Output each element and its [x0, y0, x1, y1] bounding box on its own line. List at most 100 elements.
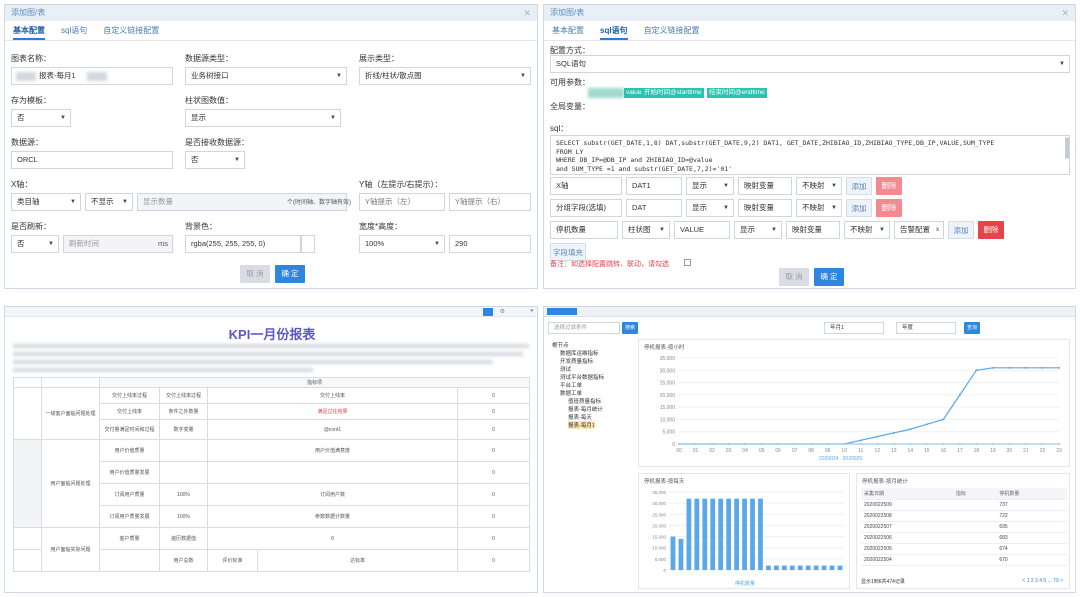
- table-card: 停机报表-按月统计 采集日期 指标 停机数量 2020022509 737 202…: [856, 473, 1070, 589]
- legend-item[interactable]: 2020024: [819, 456, 839, 462]
- series-map-var-input[interactable]: 映射变量: [786, 221, 840, 239]
- series-map-select[interactable]: 不映射 ▼: [844, 221, 890, 239]
- series-type-select[interactable]: 柱状图 ▼: [622, 221, 670, 239]
- chart-title: 停机报表-按小时: [644, 345, 685, 351]
- tree-node[interactable]: 数据工单: [560, 391, 583, 397]
- tree-node[interactable]: 报表-每天: [568, 415, 592, 421]
- user-menu[interactable]: ▾: [530, 308, 533, 314]
- tree-node[interactable]: 值班质量指标: [568, 399, 602, 405]
- bar: [766, 565, 771, 570]
- tab-basic-config[interactable]: 基本配置: [13, 21, 45, 40]
- group-show-select[interactable]: 显示 ▼: [686, 199, 734, 217]
- dialog-title: 添加图/表 ✕: [5, 5, 537, 21]
- tree-node[interactable]: 根节点: [552, 343, 569, 349]
- y-axis-right-input[interactable]: Y轴提示（右）: [449, 193, 531, 211]
- table-row: 2020022508 722: [861, 510, 1067, 522]
- tree-node[interactable]: 测试平台数据指标: [560, 375, 605, 381]
- y-axis-left-input[interactable]: Y轴提示（左）: [359, 193, 445, 211]
- bar-value-select[interactable]: 显示 ▼: [185, 109, 341, 127]
- bg-color-input[interactable]: rgba(255, 255, 255, 0): [185, 235, 301, 253]
- date-end-input[interactable]: 年度: [896, 322, 956, 334]
- date-start-input[interactable]: 年月1: [824, 322, 884, 334]
- data-point: [793, 443, 796, 445]
- param-tag-value[interactable]: value: [624, 88, 644, 98]
- add-button[interactable]: 添加: [846, 199, 872, 217]
- ok-button[interactable]: 确 定: [814, 268, 844, 286]
- width-select[interactable]: 100% ▼: [359, 235, 445, 253]
- tree-node[interactable]: 测试: [560, 367, 572, 373]
- receive-datasource-select[interactable]: 否 ▼: [185, 151, 245, 169]
- legend-item[interactable]: 2020025: [842, 456, 863, 462]
- refresh-time-input[interactable]: 刷新时间 ms: [63, 235, 173, 253]
- param-tag-endtime[interactable]: 结束时间@endtime: [707, 88, 767, 98]
- filter-input[interactable]: 选择过滤条件: [548, 322, 620, 334]
- search-button[interactable]: 搜索: [622, 322, 638, 334]
- delete-button[interactable]: 删除: [876, 177, 902, 195]
- display-type-select[interactable]: 折线/柱状/散点图 ▼: [359, 67, 531, 85]
- close-icon[interactable]: ✕: [1061, 8, 1069, 18]
- bar-chart: 0 5,000 10,000 15,000 20,000 25,000 30,000 35,0…: [652, 490, 844, 573]
- x-axis-category-select[interactable]: 类目轴 ▼: [11, 193, 81, 211]
- tab-custom-link[interactable]: 自定义链接配置: [643, 26, 700, 35]
- x-axis-show-select[interactable]: 不显示 ▼: [85, 193, 133, 211]
- tree-node[interactable]: 数据库运维指标: [560, 351, 599, 357]
- export-icon[interactable]: [483, 308, 493, 316]
- ok-button[interactable]: 确 定: [275, 265, 305, 283]
- datasource-type-select[interactable]: 业务树接口 ▼: [185, 67, 347, 85]
- legend: 2020024 2020025: [819, 456, 862, 462]
- field-fill-button[interactable]: 字段填充: [550, 243, 586, 261]
- sql-editor[interactable]: SELECT substr(GET_DATE,1,8) DAT,substr(G…: [550, 135, 1070, 175]
- series-column-input[interactable]: VALUE: [674, 221, 730, 239]
- gear-icon[interactable]: ⚙: [499, 309, 505, 315]
- param-tag-starttime[interactable]: 开始时间@starttime: [642, 88, 704, 98]
- cancel-button[interactable]: 取 消: [240, 265, 270, 283]
- dashboard-tab[interactable]: [547, 308, 577, 315]
- legend-item[interactable]: 停机数量: [735, 581, 756, 587]
- data-point: [958, 393, 961, 396]
- chart-name-input[interactable]: 报表-每月1: [11, 67, 173, 85]
- series-name-input[interactable]: 停机数量: [550, 221, 618, 239]
- xaxis-show-select[interactable]: 显示 ▼: [686, 177, 734, 195]
- tab-sql[interactable]: sql语句: [600, 21, 628, 40]
- y-tick-label: 10,000: [660, 417, 676, 423]
- refresh-select[interactable]: 否 ▼: [11, 235, 59, 253]
- group-column-input[interactable]: DAT: [626, 199, 682, 217]
- query-button[interactable]: 查询: [964, 322, 980, 334]
- data-point: [876, 435, 879, 438]
- save-template-select[interactable]: 否 ▼: [11, 109, 71, 127]
- group-map-select[interactable]: 不映射 ▼: [796, 199, 842, 217]
- alarm-config-select[interactable]: 告警配置 x: [894, 221, 944, 239]
- tree-node[interactable]: 报表-每月统计: [568, 407, 603, 413]
- col-header: 指标: [952, 488, 997, 500]
- tab-custom-link[interactable]: 自定义链接配置: [103, 26, 160, 35]
- xaxis-map-select[interactable]: 不映射 ▼: [796, 177, 842, 195]
- tab-basic-config[interactable]: 基本配置: [552, 26, 584, 35]
- group-map-var-input[interactable]: 映射变量: [738, 199, 792, 217]
- sql-scrollbar[interactable]: [1065, 137, 1069, 159]
- tree-node[interactable]: 开发质量指标: [560, 359, 594, 365]
- height-input[interactable]: 290: [449, 235, 531, 253]
- close-icon[interactable]: ✕: [523, 8, 531, 18]
- add-button[interactable]: 添加: [846, 177, 872, 195]
- delete-button[interactable]: 删除: [978, 221, 1004, 239]
- cancel-button[interactable]: 取 消: [779, 268, 809, 286]
- x-axis-count-input[interactable]: 显示数量: [137, 193, 347, 211]
- pagination[interactable]: < 1 2 3 4 5 ... 79 >: [1022, 578, 1063, 584]
- xaxis-column-input[interactable]: DAT1: [626, 177, 682, 195]
- xaxis-map-var-input[interactable]: 映射变量: [738, 177, 792, 195]
- note-text: 备注：如选择配置跳转、联动，请勾选: [550, 261, 669, 268]
- delete-button[interactable]: 删除: [876, 199, 902, 217]
- config-method-select[interactable]: SQL语句 ▼: [550, 55, 1070, 73]
- series-show-select[interactable]: 显示 ▼: [734, 221, 782, 239]
- add-button[interactable]: 添加: [948, 221, 974, 239]
- color-picker-swatch[interactable]: [301, 235, 315, 253]
- tree-node[interactable]: 平台工单: [560, 383, 583, 389]
- data-point: [727, 443, 730, 445]
- group-field[interactable]: 分组字段(选填): [550, 199, 622, 217]
- tree-node-selected[interactable]: 报表-每月1: [568, 421, 595, 429]
- linkage-checkbox[interactable]: [684, 259, 691, 266]
- tab-sql[interactable]: sql语句: [61, 26, 88, 35]
- xaxis-field[interactable]: X轴: [550, 177, 622, 195]
- datasource-label: 数据源：: [11, 138, 43, 147]
- datasource-input[interactable]: ORCL: [11, 151, 173, 169]
